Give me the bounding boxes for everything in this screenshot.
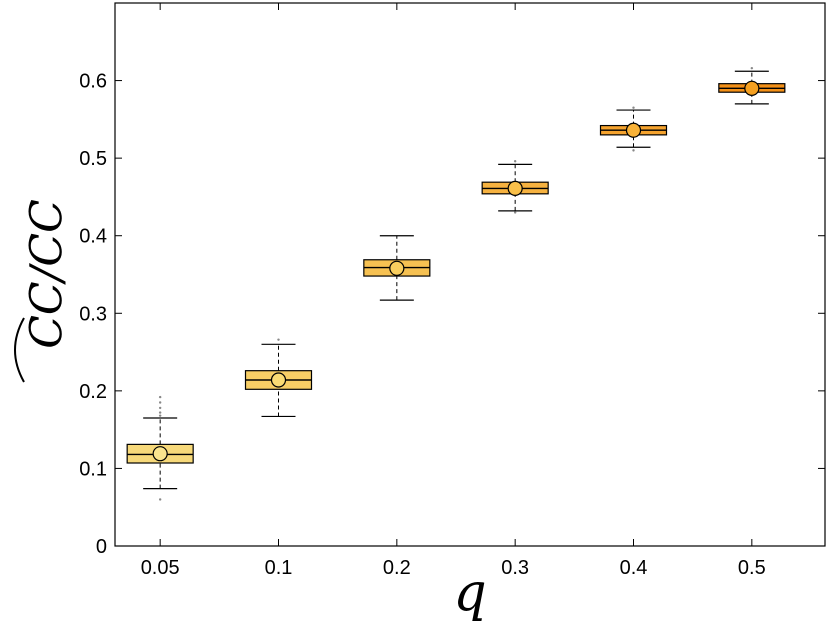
x-tick-label: 0.2: [383, 557, 411, 579]
outlier-point: [158, 401, 162, 404]
box-0.2: [363, 235, 431, 301]
y-tick-label: 0.2: [79, 381, 107, 403]
mean-marker: [389, 260, 405, 276]
x-tick-label: 0.3: [501, 557, 529, 579]
x-axis-label: q: [453, 563, 486, 621]
boxes-group: [126, 66, 786, 501]
outlier-point: [158, 498, 162, 501]
plot-area-frame: [114, 2, 826, 547]
y-tick-label: 0: [96, 536, 107, 558]
box-0.3: [481, 160, 549, 214]
y-axis-label-hat: [14, 317, 25, 383]
mean-marker: [744, 80, 760, 96]
outlier-point: [158, 411, 162, 414]
outlier-point: [513, 211, 517, 214]
x-tick-label: 0.4: [620, 557, 648, 579]
outlier-point: [158, 414, 162, 417]
outlier-point: [750, 66, 754, 70]
axis-ticks: 0 0.1 0.2 0.3 0.4 0.5 0.6 0.05 0.1 0.2 0.3 0.4 0.5: [79, 3, 825, 579]
y-tick-label: 0.1: [79, 458, 107, 480]
box-0.05: [126, 395, 194, 501]
y-axis-label-group: CC/CC: [14, 199, 73, 383]
mean-marker: [152, 446, 168, 462]
x-tick-label: 0.05: [141, 557, 180, 579]
outlier-point: [158, 406, 162, 410]
y-axis-label: CC/CC: [22, 199, 73, 349]
y-tick-label: 0.6: [79, 71, 107, 93]
outlier-point: [632, 106, 635, 109]
y-tick-label: 0.3: [79, 303, 107, 325]
mean-marker: [270, 372, 287, 388]
outlier-point: [277, 338, 280, 341]
outlier-point: [158, 395, 162, 399]
mean-marker: [625, 122, 642, 138]
outlier-point: [513, 160, 517, 163]
box-0.1: [244, 338, 313, 418]
x-tick-label: 0.1: [265, 557, 293, 579]
box-0.5: [718, 66, 786, 105]
y-tick-label: 0.4: [79, 226, 107, 248]
mean-marker: [507, 180, 523, 196]
outlier-point: [632, 149, 635, 152]
x-tick-label: 0.5: [738, 557, 766, 579]
y-tick-label: 0.5: [79, 148, 107, 170]
box-0.4: [599, 106, 668, 152]
